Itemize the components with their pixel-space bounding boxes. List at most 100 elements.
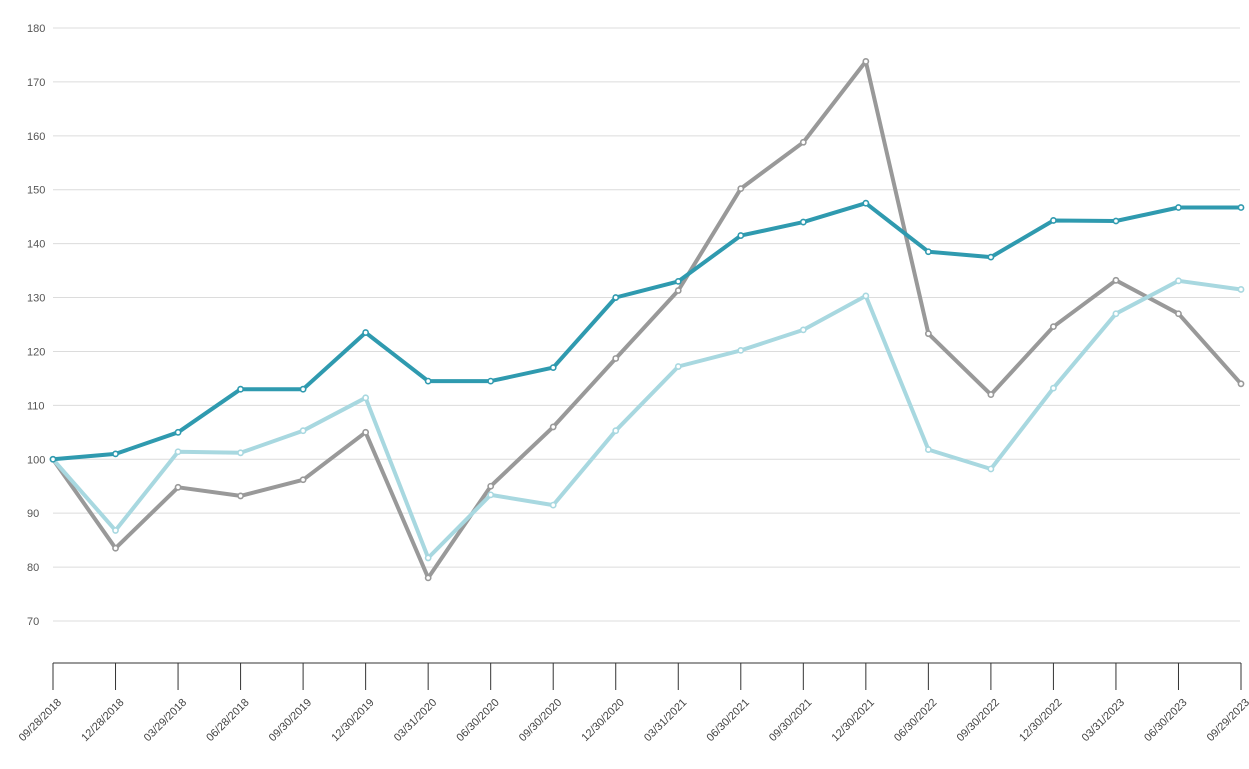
data-point xyxy=(299,385,307,393)
data-point xyxy=(1112,276,1120,284)
x-tick-label: 06/30/2023 xyxy=(1142,697,1189,744)
x-tick-label: 09/29/2023 xyxy=(1205,697,1249,744)
y-tick-label: 90 xyxy=(27,508,39,520)
series-layer xyxy=(49,58,1245,582)
data-point xyxy=(299,476,307,484)
y-tick-label: 70 xyxy=(27,616,39,628)
data-point xyxy=(1112,310,1120,318)
x-tick-label: 03/31/2023 xyxy=(1080,697,1127,744)
x-tick-label: 12/30/2021 xyxy=(830,697,877,744)
data-point xyxy=(1237,286,1245,293)
y-tick-label: 140 xyxy=(27,239,45,251)
data-point xyxy=(424,574,432,582)
data-point xyxy=(799,326,807,334)
x-tick-label: 12/30/2022 xyxy=(1017,697,1064,744)
x-tick-label: 03/29/2018 xyxy=(142,697,189,744)
x-tick-label: 09/30/2019 xyxy=(267,697,314,744)
y-tick-label: 160 xyxy=(27,131,45,143)
data-point xyxy=(1175,277,1182,285)
x-tick-label: 06/30/2021 xyxy=(704,697,751,744)
data-point xyxy=(112,450,119,458)
series-line xyxy=(51,59,1243,580)
data-point xyxy=(362,394,370,402)
data-point xyxy=(549,364,557,372)
data-point xyxy=(862,199,870,207)
data-point xyxy=(1050,384,1057,392)
data-point xyxy=(1175,310,1182,318)
data-point xyxy=(237,449,244,457)
y-tick-label: 170 xyxy=(27,77,45,89)
data-point xyxy=(987,465,995,473)
data-point xyxy=(49,455,57,463)
data-point xyxy=(799,218,807,226)
x-tick-label: 12/30/2020 xyxy=(579,697,626,744)
data-point xyxy=(362,329,370,336)
data-point xyxy=(487,377,495,385)
x-tick-label: 12/30/2019 xyxy=(329,697,376,744)
x-tick-label: 03/31/2021 xyxy=(642,697,689,744)
y-tick-label: 110 xyxy=(27,400,45,412)
series-0 xyxy=(49,199,1245,463)
data-point xyxy=(674,287,682,294)
data-point xyxy=(862,58,870,65)
grid-layer xyxy=(53,27,1240,622)
data-point xyxy=(424,554,432,562)
x-tick-label: 09/30/2021 xyxy=(767,697,814,744)
data-point xyxy=(1175,204,1182,211)
x-tick-label: 03/31/2020 xyxy=(392,697,439,744)
data-point xyxy=(799,138,807,146)
data-point xyxy=(737,346,745,354)
data-point xyxy=(924,330,932,338)
data-point xyxy=(424,377,432,385)
data-point xyxy=(174,483,182,491)
x-axis: 09/28/2018 12/28/2018 03/29/2018 06/28/2018… xyxy=(17,662,1249,744)
y-tick-label: 120 xyxy=(27,346,45,358)
x-tick-label: 09/30/2022 xyxy=(955,697,1002,744)
data-point xyxy=(1112,217,1120,225)
data-point xyxy=(674,363,682,370)
data-point xyxy=(612,294,620,301)
data-point xyxy=(174,448,182,456)
data-point xyxy=(862,292,870,300)
data-point xyxy=(1237,380,1245,388)
y-tick-label: 150 xyxy=(27,185,45,197)
data-point xyxy=(612,355,620,362)
y-tick-label: 180 xyxy=(27,23,45,35)
data-point xyxy=(237,385,244,393)
data-point xyxy=(924,248,932,256)
x-tick-label: 06/28/2018 xyxy=(204,697,251,744)
y-tick-label: 80 xyxy=(27,562,39,574)
data-point xyxy=(1050,323,1057,331)
series-line xyxy=(51,278,1243,560)
x-tick-label: 06/30/2020 xyxy=(454,697,501,744)
data-point xyxy=(987,253,995,261)
data-point xyxy=(112,544,119,552)
data-point xyxy=(174,428,182,436)
data-point xyxy=(549,501,557,509)
data-point xyxy=(1237,204,1245,211)
data-point xyxy=(612,427,620,435)
data-point xyxy=(737,232,745,239)
data-point xyxy=(112,527,119,534)
data-point xyxy=(674,277,682,285)
y-tick-label: 130 xyxy=(27,293,45,305)
y-tick-label: 100 xyxy=(27,454,45,466)
x-tick-label: 12/28/2018 xyxy=(79,697,126,744)
data-point xyxy=(487,482,495,490)
series-line xyxy=(51,201,1243,462)
x-tick-label: 09/30/2020 xyxy=(517,697,564,744)
series-1 xyxy=(49,58,1245,582)
data-point xyxy=(549,423,557,431)
data-point xyxy=(299,427,307,435)
x-tick-label: 09/28/2018 xyxy=(17,697,64,744)
data-point xyxy=(924,446,932,453)
y-axis: 180 170 160 150 140 130 120 110 100 90 80 70 xyxy=(27,23,45,628)
data-point xyxy=(987,391,995,398)
x-tick-label: 06/30/2022 xyxy=(892,697,939,744)
data-point xyxy=(487,491,495,499)
data-point xyxy=(362,428,370,436)
data-point xyxy=(737,185,745,193)
data-point xyxy=(1050,217,1057,224)
